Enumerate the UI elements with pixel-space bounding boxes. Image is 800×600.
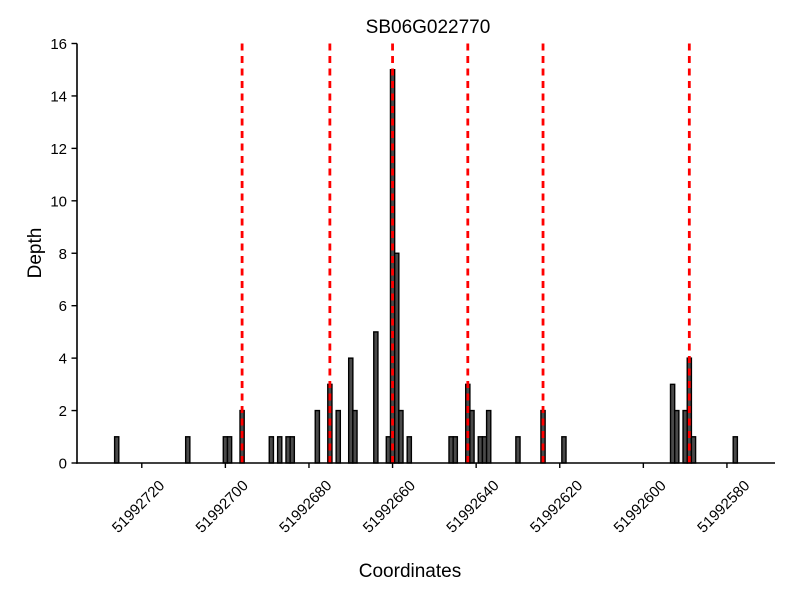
depth-bar	[561, 436, 567, 464]
depth-bar	[406, 436, 413, 464]
depth-bar	[268, 436, 275, 464]
depth-bar	[335, 409, 342, 464]
depth-bar	[732, 436, 739, 464]
depth-bar	[289, 436, 296, 464]
x-axis-label: Coordinates	[359, 561, 461, 582]
y-tick-label: 6	[59, 298, 67, 315]
depth-bar	[373, 331, 379, 464]
y-axis-label: Depth	[25, 228, 46, 279]
depth-bar	[352, 409, 358, 464]
chart-title: SB06G022770	[366, 17, 491, 38]
depth-bar	[398, 409, 404, 464]
y-tick-label: 4	[59, 351, 67, 368]
depth-bar	[469, 409, 475, 464]
depth-bar	[690, 436, 697, 464]
depth-bar	[113, 436, 120, 464]
depth-bar	[184, 436, 191, 464]
y-tick-label: 0	[59, 456, 67, 473]
depth-bar	[515, 436, 521, 464]
y-tick-label: 2	[59, 403, 67, 420]
depth-bar	[673, 409, 680, 464]
y-tick-label: 16	[50, 36, 67, 53]
depth-bar	[276, 436, 283, 464]
y-tick-label: 14	[50, 88, 67, 105]
depth-bar	[226, 436, 233, 464]
y-tick-label: 8	[59, 246, 67, 263]
y-tick-label: 10	[50, 193, 67, 210]
depth-bar	[452, 436, 459, 464]
depth-bar	[485, 409, 492, 464]
depth-bar	[314, 409, 321, 464]
y-tick-label: 12	[50, 141, 67, 158]
